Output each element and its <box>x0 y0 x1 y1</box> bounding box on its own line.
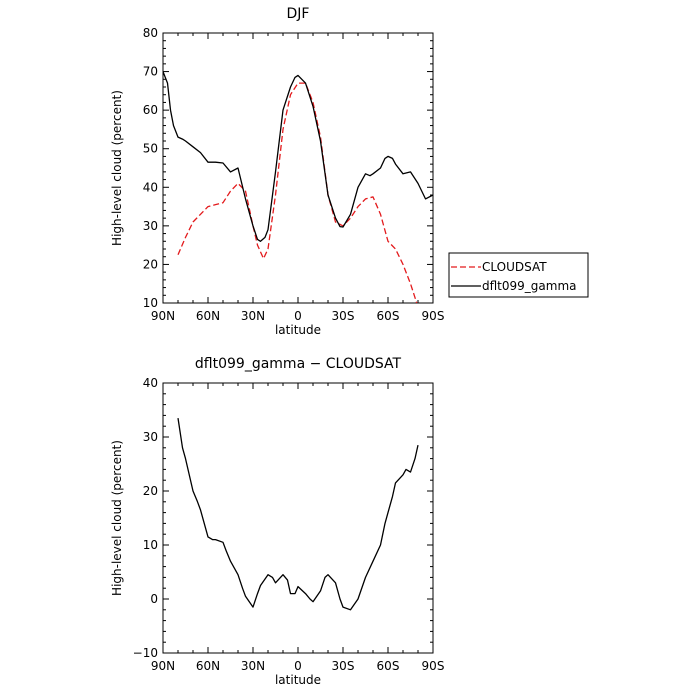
legend-box <box>448 252 589 298</box>
x-tick-label: 60N <box>196 309 220 323</box>
x-axis-label: latitude <box>275 323 321 337</box>
x-tick-label: 90S <box>422 659 445 673</box>
top-chart: DJF 90N 60N 30N 0 30S 60S 90S 10 20 30 40 50 60 70 80 la… <box>110 6 444 337</box>
x-tick-label: 90S <box>422 309 445 323</box>
y-tick-label: 40 <box>143 376 158 390</box>
plot-frame <box>162 382 434 654</box>
x-tick-label: 90N <box>151 659 175 673</box>
y-tick-label: −10 <box>133 646 158 660</box>
x-tick-label: 30S <box>332 659 355 673</box>
legend: CLOUDSAT dflt099_gamma <box>448 252 589 298</box>
y-axis-label: High-level cloud (percent) <box>110 90 124 246</box>
x-tick-label: 0 <box>294 309 302 323</box>
series-line-cloudsat <box>177 82 418 303</box>
legend-label: dflt099_gamma <box>482 279 577 293</box>
bottom-chart: dflt099_gamma − CLOUDSAT 90N 60N 30N 0 30S 60S… <box>110 356 444 687</box>
x-tick-label: 60N <box>196 659 220 673</box>
y-tick-label: 20 <box>143 257 158 271</box>
series-line-dflt099-gamma <box>163 71 433 242</box>
plot-frame <box>162 32 434 304</box>
x-tick-label: 90N <box>151 309 175 323</box>
y-tick-label: 10 <box>143 538 158 552</box>
x-tick-label: 0 <box>294 659 302 673</box>
x-tick-label: 60S <box>377 659 400 673</box>
y-tick-label: 60 <box>143 103 158 117</box>
legend-label: CLOUDSAT <box>482 260 547 274</box>
chart-title: DJF <box>287 6 310 22</box>
x-tick-label: 30S <box>332 309 355 323</box>
x-axis-label: latitude <box>275 673 321 687</box>
y-tick-label: 30 <box>143 219 158 233</box>
y-tick-label: 30 <box>143 430 158 444</box>
y-tick-label: 10 <box>143 296 158 310</box>
y-axis-label: High-level cloud (percent) <box>110 440 124 596</box>
y-tick-label: 20 <box>143 484 158 498</box>
y-tick-label: 70 <box>143 65 158 79</box>
x-tick-label: 60S <box>377 309 400 323</box>
y-tick-label: 50 <box>143 142 158 156</box>
x-tick-label: 30N <box>241 659 265 673</box>
y-tick-label: 80 <box>143 26 158 40</box>
y-tick-label: 0 <box>150 592 158 606</box>
x-tick-label: 30N <box>241 309 265 323</box>
y-tick-label: 40 <box>143 180 158 194</box>
difference-line <box>177 418 419 611</box>
chart-title: dflt099_gamma − CLOUDSAT <box>195 356 402 372</box>
